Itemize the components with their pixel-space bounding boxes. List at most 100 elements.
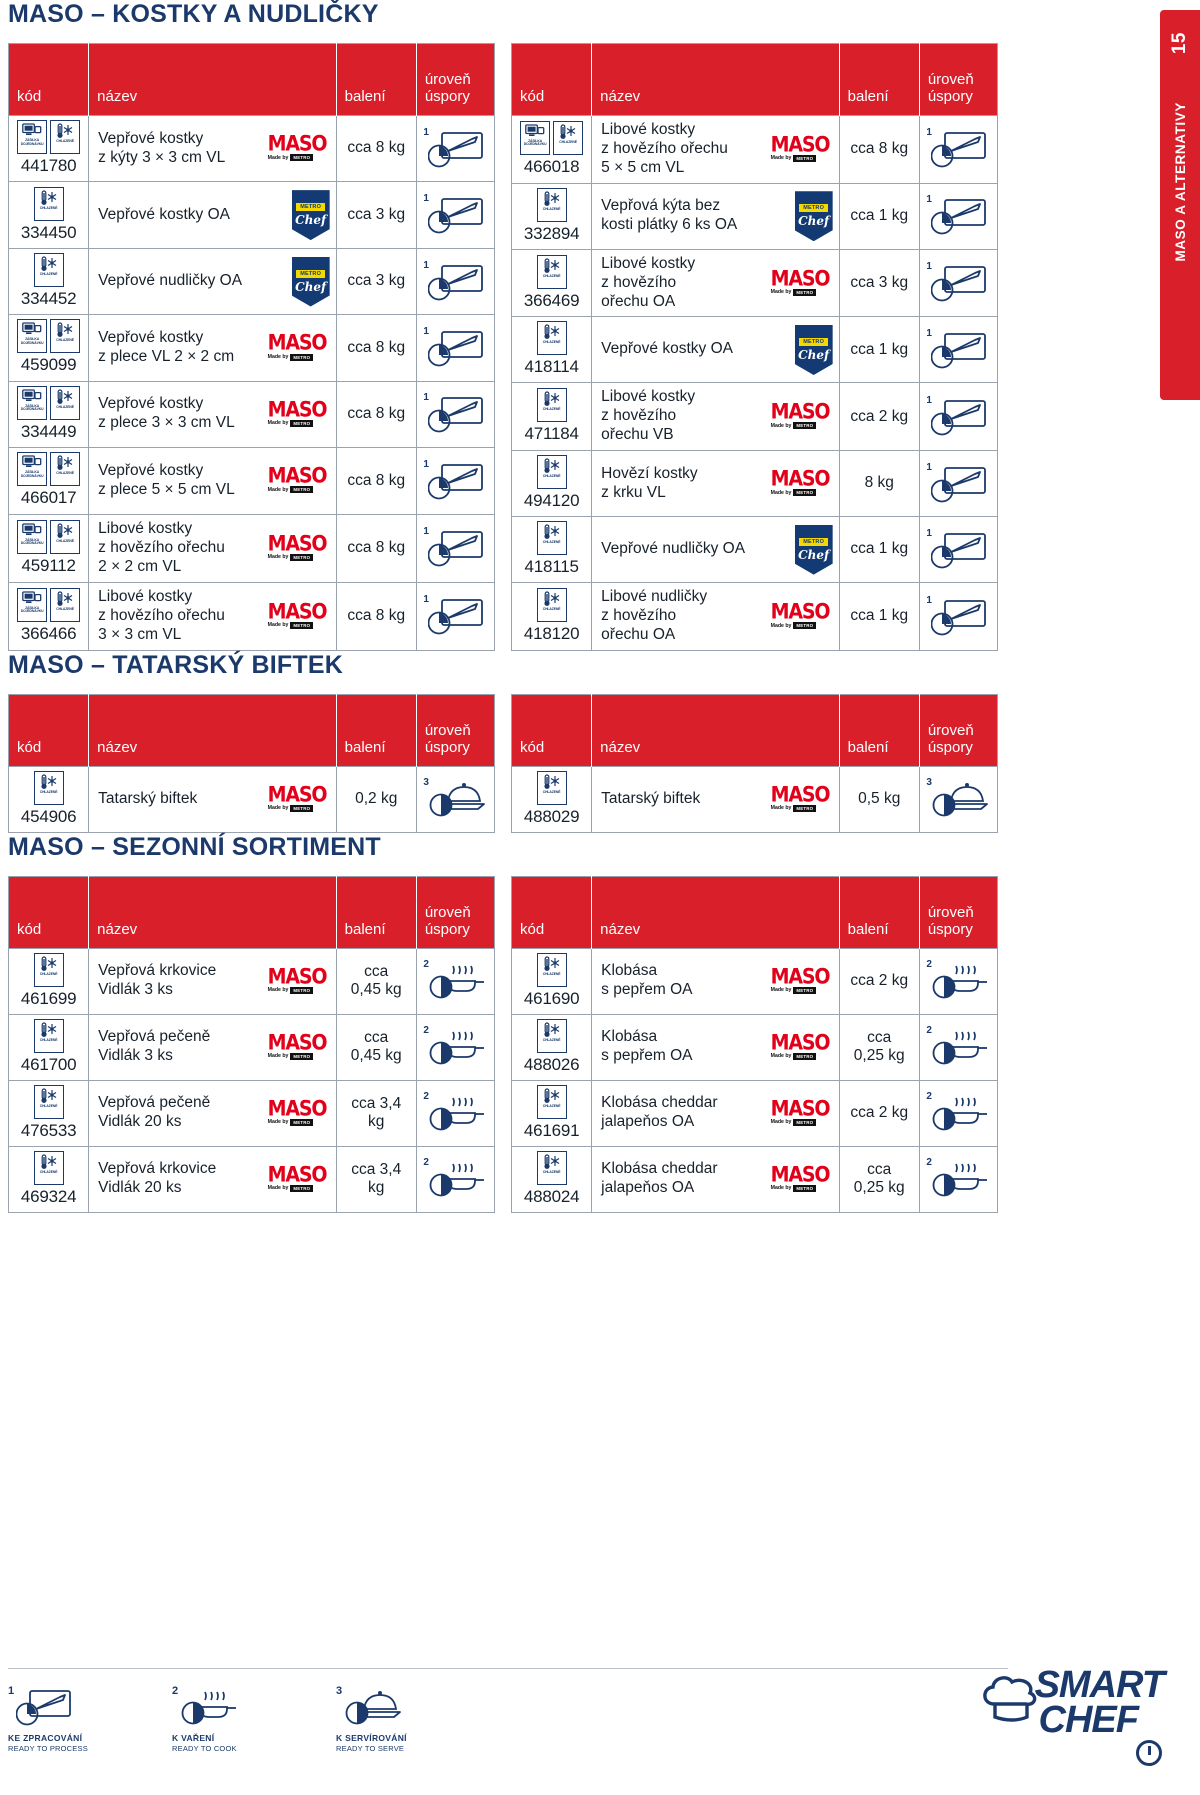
brand-maso-madeby: Made by bbox=[267, 805, 289, 812]
snowflake-thermometer-icon bbox=[57, 591, 73, 606]
brand-maso-bar: METRO bbox=[290, 1118, 314, 1126]
table-row[interactable]: CHLAZENÉ 334452 Vepřové nudličky OA METRO Ch… bbox=[8, 247, 495, 315]
product-name: Libové nudličky z hovězího ořechu OA bbox=[601, 588, 708, 643]
table-row[interactable]: ZÁSILKA DOJEDNÁVKU CHLAZENÉ 459099 Vepřové k… bbox=[8, 314, 495, 382]
table-row[interactable]: CHLAZENÉ 454906 Tatarský biftek MASO Made by… bbox=[8, 765, 495, 833]
product-name-cell: Libové kostky z hovězího ořechu VB MASO Made… bbox=[591, 382, 840, 451]
brand-maso-madeby: Made by bbox=[267, 1119, 289, 1126]
brand-maso-bar: METRO bbox=[793, 1052, 817, 1060]
table-row[interactable]: CHLAZENÉ 488029 Tatarský biftek MASO Made by… bbox=[511, 765, 998, 833]
table-row[interactable]: CHLAZENÉ 476533 Vepřová pečeně Vidlák 20 ks… bbox=[8, 1079, 495, 1147]
column-header-level: úroveň úspory bbox=[919, 694, 998, 767]
product-code-cell: CHLAZENÉ 469324 bbox=[8, 1145, 90, 1213]
knife-board-icon bbox=[428, 599, 484, 635]
table-row[interactable]: CHLAZENÉ 461690 Klobása s pepřem OA MASO Made… bbox=[511, 947, 998, 1015]
table-row[interactable]: CHLAZENÉ 488026 Klobása s pepřem OA MASO Made… bbox=[511, 1013, 998, 1081]
saving-level-number: 1 bbox=[423, 193, 429, 205]
snowflake-thermometer-icon bbox=[560, 124, 576, 139]
snowflake-thermometer-icon bbox=[543, 458, 559, 474]
table-row[interactable]: CHLAZENÉ 488024 Klobása cheddar jalapeňos O… bbox=[511, 1145, 998, 1213]
table-row[interactable]: ZÁSILKA DOJEDNÁVKU CHLAZENÉ 466018 Libové ko… bbox=[511, 115, 998, 184]
table-row[interactable]: CHLAZENÉ 461699 Vepřová krkovice Vidlák 3 k… bbox=[8, 947, 495, 1015]
knife-board-icon bbox=[428, 331, 484, 367]
table-row[interactable]: CHLAZENÉ 334450 Vepřové kostky OA METRO Chef… bbox=[8, 181, 495, 249]
table-row[interactable]: CHLAZENÉ 332894 Vepřová kýta bez kosti plát… bbox=[511, 182, 998, 250]
column-header-name: název bbox=[591, 694, 840, 767]
smart-chef-line2: CHEF bbox=[1038, 1698, 1139, 1741]
badge-snowflake-thermometer-icon: CHLAZENÉ bbox=[33, 1018, 64, 1053]
product-name: Vepřová kýta bez kosti plátky 6 ks OA bbox=[601, 197, 738, 234]
table-row[interactable]: ZÁSILKA DOJEDNÁVKU CHLAZENÉ 466017 Vepřové k… bbox=[8, 447, 495, 515]
column-header-packaging: balení bbox=[839, 694, 920, 767]
brand-logo-maso: MASO Made by METRO bbox=[268, 1164, 330, 1192]
badge-row: CHLAZENÉ bbox=[514, 1150, 589, 1185]
product-code-cell: CHLAZENÉ 334452 bbox=[8, 247, 90, 315]
brand-metro-chef-name: Chef bbox=[295, 213, 327, 228]
table-row[interactable]: CHLAZENÉ 418114 Vepřové kostky OA METRO Chef… bbox=[511, 316, 998, 383]
saving-level-number: 2 bbox=[423, 1025, 429, 1037]
table-row[interactable]: ZÁSILKA DOJEDNÁVKU CHLAZENÉ 459112 Libové ko… bbox=[8, 513, 495, 583]
brand-metro-top: METRO bbox=[799, 537, 829, 546]
product-name: Libové kostky z hovězího ořechu 2 × 2 cm V… bbox=[98, 519, 225, 575]
table-row[interactable]: CHLAZENÉ 366469 Libové kostky z hovězího oře… bbox=[511, 248, 998, 317]
legend-footer: 1 KE ZPRACOVÁNÍ READY TO PROCESS 2 K VAŘENÍ R… bbox=[8, 1668, 1008, 1753]
table-row[interactable]: CHLAZENÉ 418120 Libové nudličky z hovězího o… bbox=[511, 582, 998, 651]
brand-maso-bar: METRO bbox=[290, 154, 314, 162]
product-name: Vepřové kostky z plece 3 × 3 cm VL bbox=[98, 395, 235, 432]
table-row[interactable]: ZÁSILKA DOJEDNÁVKU CHLAZENÉ 334449 Vepřové k… bbox=[8, 380, 495, 448]
product-packaging: cca 1 kg bbox=[839, 582, 920, 651]
brand-logo-maso: MASO Made by METRO bbox=[771, 601, 833, 630]
badge-snowflake-thermometer-icon: CHLAZENÉ bbox=[536, 952, 567, 987]
brand-maso-bar: METRO bbox=[793, 154, 817, 162]
pan-steam-icon bbox=[430, 1163, 485, 1197]
brand-maso-bar: METRO bbox=[793, 489, 817, 497]
product-code-cell: CHLAZENÉ 488026 bbox=[511, 1013, 593, 1081]
brand-maso-word: MASO bbox=[267, 131, 328, 157]
snowflake-thermometer-icon bbox=[57, 455, 73, 471]
product-name: Vepřové kostky z plece 5 × 5 cm VL bbox=[98, 461, 235, 498]
product-saving-level: 1 bbox=[416, 181, 495, 249]
legend-label-en: READY TO SERVE bbox=[336, 1744, 405, 1753]
snowflake-thermometer-icon bbox=[57, 389, 73, 404]
brand-maso-bar: METRO bbox=[793, 422, 817, 430]
badge-snowflake-thermometer-icon: CHLAZENÉ bbox=[50, 319, 81, 354]
badge-row: CHLAZENÉ bbox=[11, 770, 86, 805]
brand-maso-bar: METRO bbox=[290, 419, 314, 427]
product-name-cell: Vepřové kostky z plece 3 × 3 cm VL MASO Mad… bbox=[88, 380, 337, 448]
legend-number: 1 bbox=[8, 1685, 15, 1697]
product-packaging: cca 0,25 kg bbox=[839, 1145, 920, 1213]
product-packaging: cca 8 kg bbox=[336, 581, 417, 651]
pan-steam-icon bbox=[933, 1097, 988, 1131]
product-code: 471184 bbox=[524, 424, 579, 444]
product-code: 488029 bbox=[523, 806, 580, 826]
brand-logo-maso: MASO Made by METRO bbox=[771, 784, 833, 812]
product-packaging: cca 1 kg bbox=[839, 316, 920, 383]
knife-board-icon bbox=[931, 199, 987, 235]
table-row[interactable]: CHLAZENÉ 471184 Libové kostky z hovězího oře… bbox=[511, 382, 998, 451]
table-row[interactable]: ZÁSILKA DOJEDNÁVKU CHLAZENÉ 441780 Vepřové k… bbox=[8, 114, 495, 182]
product-name-cell: Libové kostky z hovězího ořechu 2 × 2 cm V… bbox=[88, 513, 337, 583]
badge-snowflake-thermometer-icon: CHLAZENÉ bbox=[33, 253, 64, 288]
brand-logo-maso: MASO Made by METRO bbox=[771, 966, 833, 994]
brand-maso-word: MASO bbox=[770, 266, 831, 291]
table-row[interactable]: CHLAZENÉ 469324 Vepřová krkovice Vidlák 20 … bbox=[8, 1145, 495, 1213]
table-row[interactable]: CHLAZENÉ 461691 Klobása cheddar jalapeňos O… bbox=[511, 1079, 998, 1147]
product-saving-level: 2 bbox=[416, 1145, 495, 1213]
column-header-code: kód bbox=[511, 694, 593, 767]
legend-label-cz: K VAŘENÍ bbox=[172, 1733, 215, 1743]
badge-snowflake-thermometer-icon: CHLAZENÉ bbox=[536, 1084, 567, 1119]
pan-steam-icon bbox=[430, 1097, 485, 1131]
badge-snowflake-thermometer-icon: CHLAZENÉ bbox=[50, 587, 81, 622]
table-row[interactable]: CHLAZENÉ 418115 Vepřové nudličky OA METRO Ch… bbox=[511, 516, 998, 583]
table-row[interactable]: CHLAZENÉ 494120 Hovězí kostky z krku VL MASO… bbox=[511, 450, 998, 517]
table-row[interactable]: ZÁSILKA DOJEDNÁVKU CHLAZENÉ 366466 Libové ko… bbox=[8, 581, 495, 651]
product-name-cell: Vepřové kostky OA METRO Chef bbox=[88, 181, 337, 249]
brand-maso-madeby: Made by bbox=[267, 1053, 289, 1060]
saving-level-number: 1 bbox=[926, 527, 932, 539]
badge-row: CHLAZENÉ bbox=[514, 187, 589, 222]
table-row[interactable]: CHLAZENÉ 461700 Vepřová pečeně Vidlák 3 ks M… bbox=[8, 1013, 495, 1081]
product-name-cell: Vepřová krkovice Vidlák 20 ks MASO Made by M… bbox=[88, 1145, 337, 1213]
badge-delivery-truck-icon: ZÁSILKA DOJEDNÁVKU bbox=[17, 120, 48, 155]
brand-metro-chef-name: Chef bbox=[798, 547, 830, 562]
product-saving-level: 2 bbox=[416, 1013, 495, 1081]
